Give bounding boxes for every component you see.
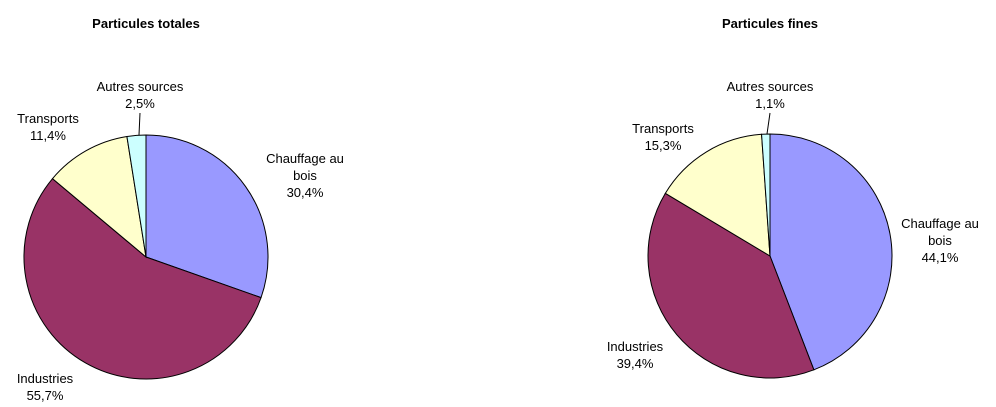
slice-label: Transports 11,4% [3,110,93,144]
leader-line [138,112,141,136]
value-label: 11,4% [30,128,66,143]
value-label: 15,3% [644,138,682,153]
slice-label: Chauffage au bois 30,4% [255,150,355,201]
pie-slice [769,133,893,371]
slice-label: Autres sources 1,1% [715,78,825,112]
category-label: Autres sources [96,79,184,94]
category-label: Chauffage au bois [266,151,344,183]
value-label: 39,4% [616,356,654,371]
pie-slice [145,134,269,299]
slice-label: Transports 15,3% [618,120,708,154]
category-label: Industries [606,339,664,354]
chart-title: Particules fines [721,16,819,31]
value-label: 1,1% [755,96,785,111]
pie-slice [761,133,771,257]
pie-slice [664,133,771,257]
category-label: Transports [17,111,79,126]
value-label: 2,5% [125,96,155,111]
slice-label: Industries 39,4% [590,338,680,372]
pie-slice [23,177,262,380]
category-label: Transports [632,121,694,136]
leader-line [766,112,771,135]
category-label: Chauffage au bois [901,216,979,248]
value-label: 55,7% [26,388,64,403]
slice-label: Autres sources 2,5% [85,78,195,112]
pie-slice [647,192,815,379]
pie-slice [51,135,147,259]
slice-label: Chauffage au bois 44,1% [890,215,990,266]
value-label: 44,1% [921,250,959,265]
pie-slice [126,134,147,258]
value-label: 30,4% [286,185,324,200]
slice-label: Industries 55,7% [0,370,90,404]
category-label: Industries [16,371,74,386]
category-label: Autres sources [726,79,814,94]
chart-title: Particules totales [92,16,200,31]
